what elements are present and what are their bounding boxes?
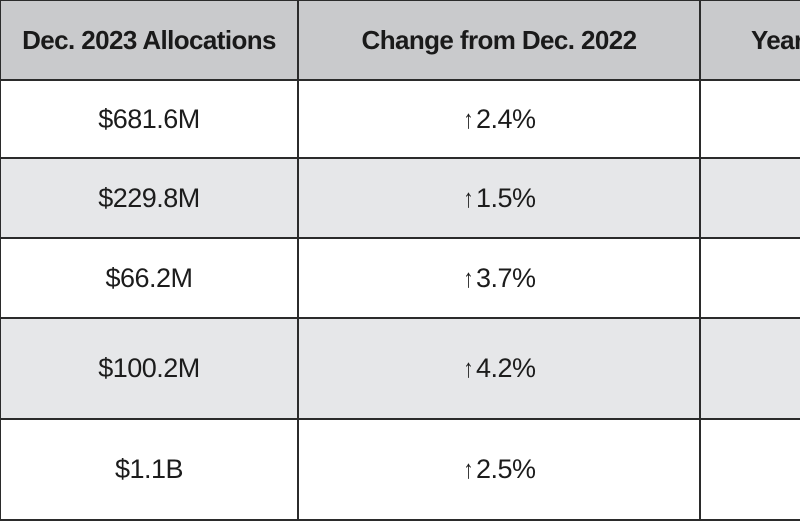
year-cell <box>699 157 800 239</box>
header-change: Change from Dec. 2022 <box>297 0 701 81</box>
up-arrow-icon: ↑ <box>463 353 474 383</box>
change-value: 3.7% <box>475 262 536 293</box>
change-cell: ↑2.5% <box>297 418 701 521</box>
table-row: $66.2M ↑3.7% <box>0 237 800 319</box>
up-arrow-icon: ↑ <box>463 454 474 484</box>
allocation-cell: $1.1B <box>0 418 299 521</box>
allocation-cell: $100.2M <box>0 317 299 420</box>
change-value: 2.5% <box>475 454 536 484</box>
table-row: $681.6M ↑2.4% <box>0 79 800 159</box>
change-value: 4.2% <box>475 353 536 383</box>
header-allocations: Dec. 2023 Allocations <box>0 0 299 81</box>
year-cell <box>699 418 800 521</box>
up-arrow-icon: ↑ <box>463 103 474 134</box>
change-cell: ↑4.2% <box>297 317 701 420</box>
change-value: 2.4% <box>475 103 536 134</box>
table-row: $229.8M ↑1.5% <box>0 157 800 239</box>
table-row: $1.1B ↑2.5% <box>0 418 800 521</box>
year-cell <box>699 237 800 319</box>
header-year: Year <box>699 0 800 81</box>
up-arrow-icon: ↑ <box>463 182 474 213</box>
year-cell <box>699 79 800 159</box>
table-row: $100.2M ↑4.2% <box>0 317 800 420</box>
change-cell: ↑3.7% <box>297 237 701 319</box>
table-header-row: Dec. 2023 Allocations Change from Dec. 2… <box>0 0 800 81</box>
allocation-cell: $66.2M <box>0 237 299 319</box>
allocation-cell: $681.6M <box>0 79 299 159</box>
change-cell: ↑1.5% <box>297 157 701 239</box>
change-cell: ↑2.4% <box>297 79 701 159</box>
year-cell <box>699 317 800 420</box>
change-value: 1.5% <box>475 182 536 213</box>
up-arrow-icon: ↑ <box>463 262 474 293</box>
allocation-cell: $229.8M <box>0 157 299 239</box>
